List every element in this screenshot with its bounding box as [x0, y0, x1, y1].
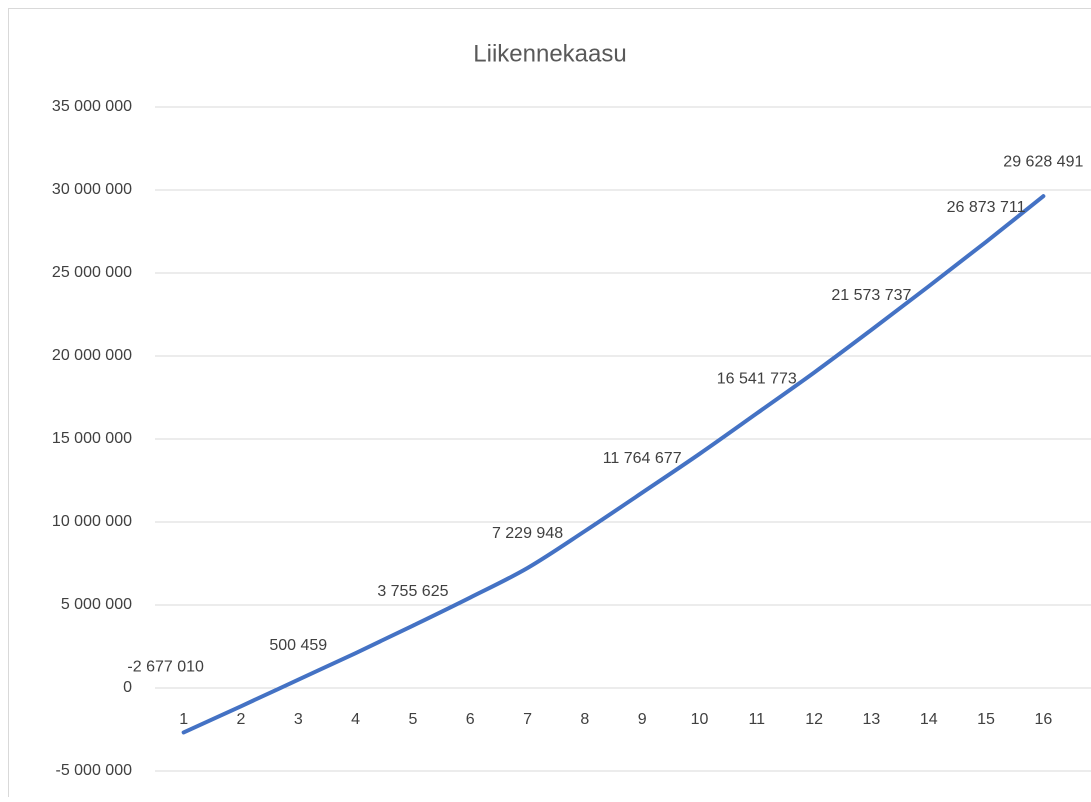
x-tick-label: 11: [748, 711, 765, 728]
x-tick-label: 16: [1034, 711, 1052, 728]
data-label: 500 459: [269, 637, 327, 654]
x-tick-label: 10: [691, 711, 709, 728]
x-tick-label: 7: [523, 711, 532, 728]
x-tick-label: 9: [638, 711, 647, 728]
data-label: 21 573 737: [831, 287, 911, 304]
y-tick-label: -5 000 000: [55, 762, 132, 779]
data-label: 11 764 677: [603, 450, 682, 467]
chart-border: [9, 9, 1091, 798]
data-label: -2 677 010: [127, 659, 204, 676]
x-tick-label: 12: [805, 711, 823, 728]
x-tick-label: 2: [237, 711, 246, 728]
x-tick-label: 3: [294, 711, 303, 728]
y-tick-label: 0: [123, 679, 132, 696]
data-label: 26 873 711: [947, 199, 1026, 216]
y-tick-label: 5 000 000: [61, 596, 132, 613]
y-tick-label: 35 000 000: [52, 98, 132, 115]
y-tick-label: 15 000 000: [52, 430, 132, 447]
x-tick-label: 13: [863, 711, 881, 728]
data-label: 16 541 773: [717, 371, 797, 388]
y-tick-label: 20 000 000: [52, 347, 132, 364]
x-tick-label: 5: [408, 711, 417, 728]
chart-title: Liikennekaasu: [473, 40, 626, 67]
x-tick-label: 6: [466, 711, 475, 728]
x-tick-label: 4: [351, 711, 360, 728]
data-label: 3 755 625: [377, 583, 448, 600]
y-tick-label: 10 000 000: [52, 513, 132, 530]
data-label: 7 229 948: [492, 525, 563, 542]
data-label: 29 628 491: [1003, 153, 1083, 170]
y-tick-label: 25 000 000: [52, 264, 132, 281]
x-tick-label: 1: [179, 711, 188, 728]
x-tick-label: 15: [977, 711, 995, 728]
x-tick-label: 14: [920, 711, 938, 728]
y-tick-label: 30 000 000: [52, 181, 132, 198]
x-tick-label: 8: [580, 711, 589, 728]
